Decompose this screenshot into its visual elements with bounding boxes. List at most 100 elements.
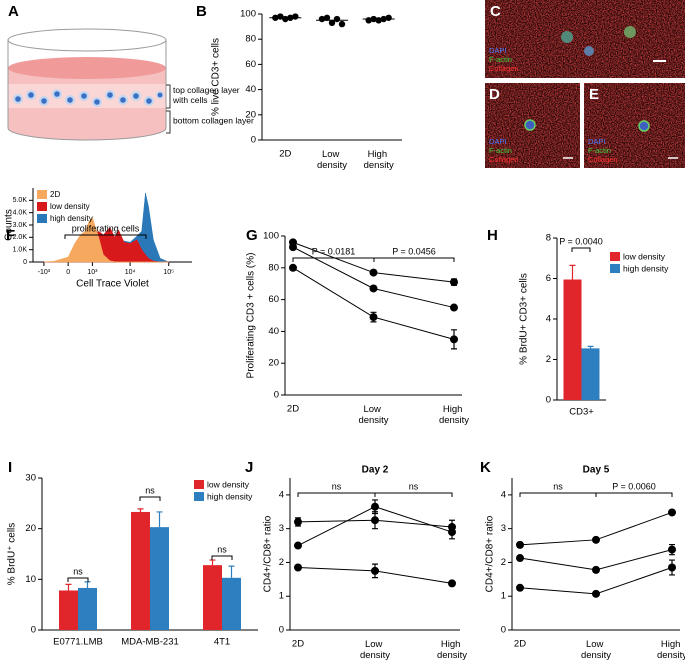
panel-letter: A — [8, 3, 19, 20]
cell — [146, 98, 152, 104]
collagen-texture — [584, 83, 685, 168]
x-axis-label: Cell Trace Violet — [76, 279, 149, 290]
y-tick-label: 0 — [279, 625, 284, 636]
cell — [54, 91, 60, 97]
bar — [131, 511, 150, 630]
y-axis-label: Proliferating CD3 + cells (%) — [246, 253, 257, 379]
panel-letter: F — [6, 227, 15, 244]
x-tick-label: 2D — [292, 639, 304, 650]
y-tick-label: 2 — [546, 354, 551, 365]
significance-bracket — [211, 555, 233, 560]
legend-label: 2D — [50, 190, 60, 199]
y-axis-label: CD4+/CD8+ ratio — [263, 515, 274, 592]
y-tick-label: 4.0K — [13, 210, 28, 217]
panel-letter: I — [8, 459, 12, 476]
cell — [41, 98, 47, 104]
y-tick-label: 4 — [501, 489, 506, 500]
y-tick-label: 5.0K — [13, 197, 28, 204]
y-tick-label: 100 — [263, 231, 279, 242]
annotation: ns — [409, 481, 419, 491]
text-line: Low — [322, 149, 342, 160]
y-tick-label: 6 — [546, 273, 551, 284]
y-tick-label: 80 — [245, 34, 256, 45]
histogram-area — [43, 217, 169, 263]
y-tick-label: 10 — [25, 574, 36, 585]
y-axis-label: % BrdU⁺ cells — [7, 523, 18, 586]
text-line: High — [368, 149, 390, 160]
chart-title: Day 5 — [583, 465, 610, 476]
cell — [94, 99, 100, 105]
data-point — [289, 263, 297, 272]
data-point — [668, 545, 676, 554]
panel-letter: G — [246, 227, 258, 244]
error-bar — [209, 559, 216, 566]
legend-label: low density — [50, 202, 90, 211]
legend-swatch — [610, 264, 620, 273]
series-line — [292, 267, 455, 340]
y-tick-label: 3.0K — [13, 222, 28, 229]
cell — [524, 119, 536, 131]
panel-letter: C — [490, 3, 501, 20]
panel-letter: H — [487, 227, 498, 244]
y-tick-label: 2 — [501, 557, 506, 568]
data-point — [338, 20, 346, 28]
text-line: density — [358, 414, 388, 425]
cells — [15, 91, 163, 105]
data-point — [450, 278, 458, 287]
significance-bracket — [292, 257, 375, 262]
annotation: P = 0.0040 — [559, 236, 603, 246]
legend-swatch — [610, 252, 620, 261]
x-tick-label: CD3+ — [569, 407, 594, 418]
y-tick-label: 40 — [268, 326, 279, 337]
x-tick-label: 4T1 — [214, 637, 230, 648]
legend-label: high density — [50, 214, 93, 223]
annotation: P = 0.0456 — [392, 246, 436, 256]
significance-bracket — [64, 234, 147, 239]
data-point — [294, 563, 302, 572]
panel-letter: K — [480, 459, 491, 476]
data-point — [516, 554, 524, 563]
data-point — [292, 13, 299, 20]
y-tick-label: 1.0K — [13, 247, 28, 254]
cell — [157, 92, 163, 98]
cell — [81, 93, 87, 99]
data-point — [592, 565, 600, 574]
legend-label: low density — [623, 251, 666, 261]
x-tick-label: MDA-MB-231 — [121, 637, 179, 648]
y-tick-label: 0 — [23, 259, 27, 266]
y-tick-label: 2.0K — [13, 234, 28, 241]
panel-letter: J — [245, 459, 253, 476]
bar — [203, 565, 222, 630]
legend-label: low density — [207, 479, 250, 489]
collagen-texture — [485, 0, 685, 78]
data-point — [450, 335, 458, 344]
text-line: density — [439, 414, 469, 425]
data-point — [333, 15, 341, 23]
data-point — [369, 284, 378, 293]
x-tick-label: 2D — [514, 639, 526, 650]
x-tick-label: High density — [364, 149, 394, 171]
annotation: proliferating cells — [72, 223, 140, 233]
x-tick-label: High density — [657, 639, 685, 661]
data-point — [668, 563, 676, 572]
y-tick-label: 4 — [546, 314, 551, 325]
error-bar — [84, 581, 91, 588]
annotation: ns — [553, 481, 563, 491]
y-tick-label: 8 — [546, 233, 551, 244]
significance-bracket — [139, 496, 161, 501]
y-tick-label: 0 — [501, 625, 506, 636]
panel-letter: D — [489, 86, 500, 103]
data-point — [668, 508, 676, 517]
y-tick-label: 0 — [546, 395, 551, 406]
panel-letter: E — [589, 86, 599, 103]
layer-bracket — [166, 84, 171, 134]
cell — [133, 93, 139, 99]
text-line: High — [661, 639, 683, 650]
x-tick-label: E0771.LMB — [53, 637, 103, 648]
text-line: top collagen layer — [173, 85, 242, 95]
x-tick-label: 0 — [66, 269, 70, 276]
text-line: Low — [365, 639, 385, 650]
x-tick-label: 10⁴ — [125, 269, 136, 276]
layer-surface — [8, 57, 166, 79]
text-line: density — [437, 649, 467, 660]
